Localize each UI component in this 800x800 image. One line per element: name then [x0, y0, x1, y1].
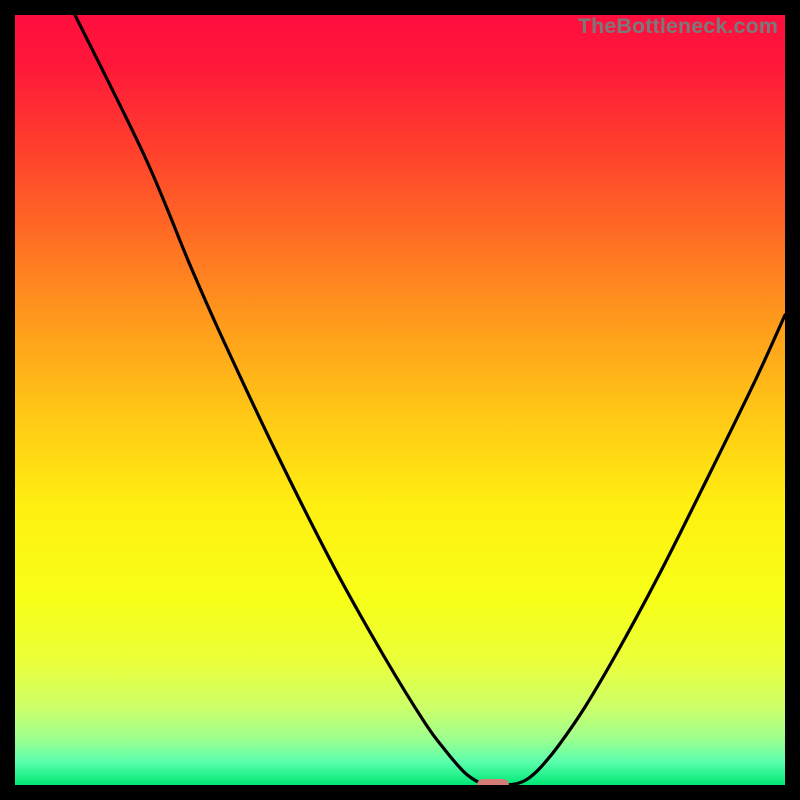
- chart-frame: TheBottleneck.com: [0, 0, 800, 800]
- watermark-label: TheBottleneck.com: [578, 14, 778, 39]
- plot-area: [15, 15, 785, 785]
- watermark-text: TheBottleneck.com: [578, 14, 778, 38]
- bottleneck-curve: [15, 15, 785, 785]
- minimum-marker: [477, 779, 509, 785]
